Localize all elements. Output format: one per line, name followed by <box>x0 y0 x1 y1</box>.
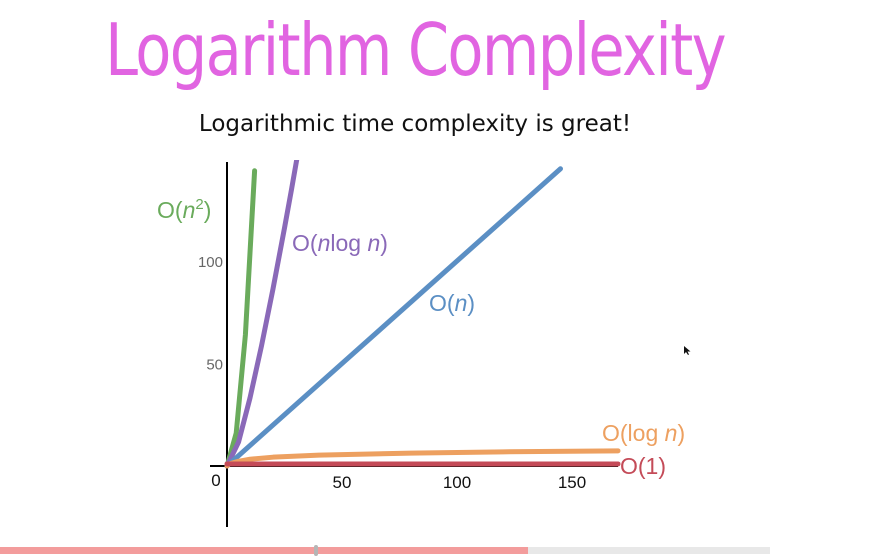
n-log-n-label: O(nlog n) <box>292 230 388 256</box>
linear-curve <box>224 166 563 469</box>
slide-subtitle: Logarithmic time complexity is great! <box>198 111 632 137</box>
x-tick-label: 100 <box>443 473 471 492</box>
video-progress-fill <box>0 547 529 554</box>
y-tick-label: 50 <box>206 357 223 374</box>
y-tick-label: 100 <box>198 254 223 271</box>
origin-label: 0 <box>211 471 220 490</box>
x-tick-label: 50 <box>333 473 352 492</box>
log-n-label: O(log n) <box>602 420 685 446</box>
n-squared-label: O(n2) <box>157 196 211 223</box>
x-tick-label: 150 <box>558 473 586 492</box>
video-progress-bar[interactable] <box>0 545 770 556</box>
constant-label: O(1) <box>620 453 666 479</box>
n-squared-curve <box>224 168 258 469</box>
mouse-cursor-icon <box>684 346 691 355</box>
n-log-n-curve <box>224 160 300 469</box>
linear-label: O(n) <box>429 290 475 316</box>
video-progress-handle[interactable] <box>313 545 318 556</box>
slide-title: Logarithm Complexity <box>105 8 726 92</box>
